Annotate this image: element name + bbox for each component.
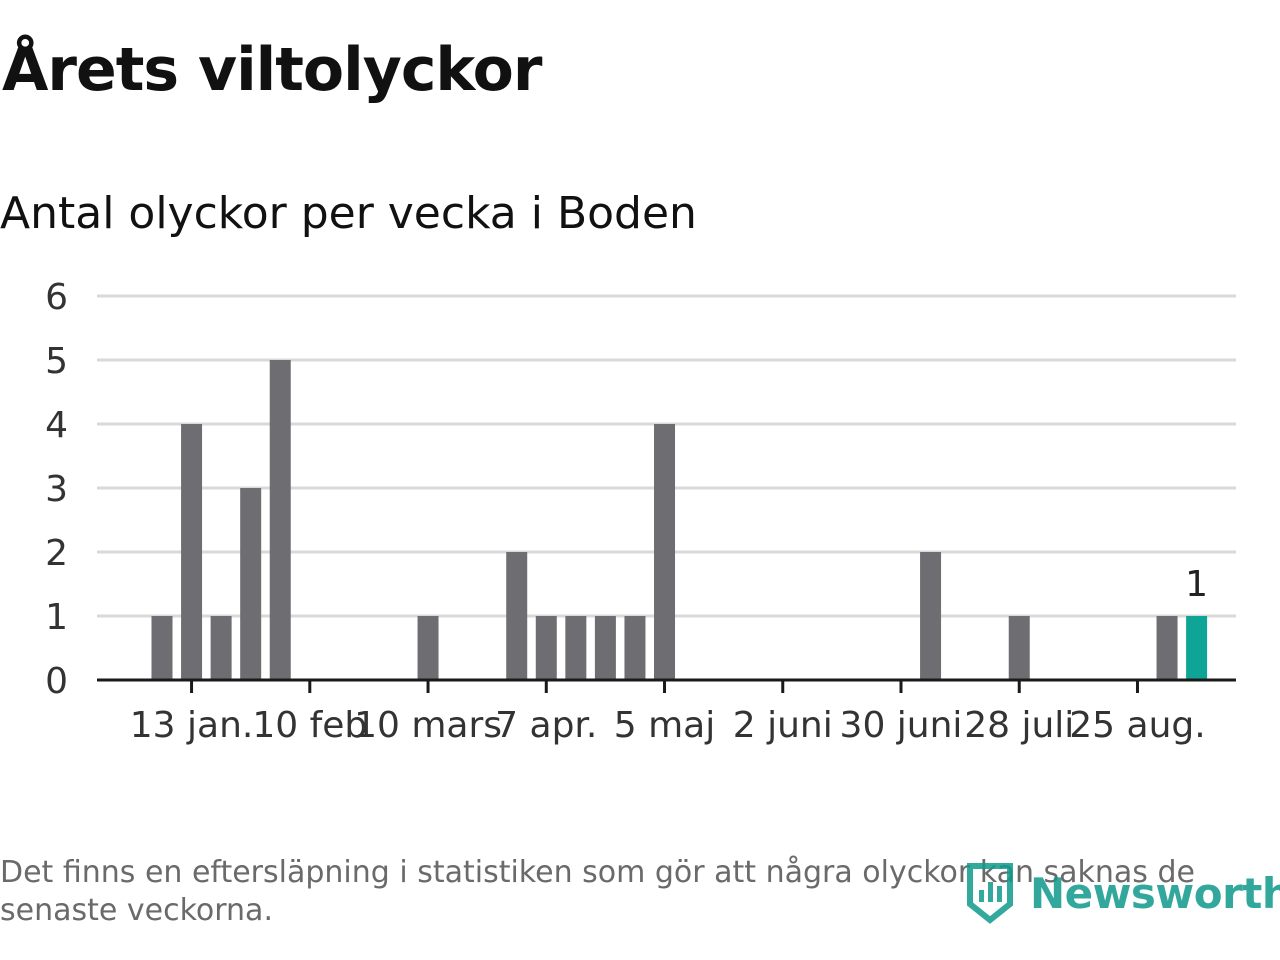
- bar-latest-week: [1186, 616, 1208, 680]
- x-tick-label: 5 maj: [614, 705, 715, 746]
- bar: [151, 616, 173, 680]
- bar: [269, 360, 291, 680]
- y-tick-label: 5: [45, 341, 68, 382]
- x-tick-label: 7 apr.: [495, 705, 597, 746]
- x-tick-label: 10 feb: [252, 705, 367, 746]
- y-tick-label: 1: [45, 597, 68, 638]
- bar: [654, 424, 676, 680]
- newsworthy-logo-icon: [967, 863, 1013, 924]
- bar: [624, 616, 646, 680]
- bar: [1156, 616, 1178, 680]
- bar: [210, 616, 232, 680]
- y-tick-label: 2: [45, 533, 68, 574]
- chart-title: Årets viltolyckor: [2, 35, 542, 105]
- x-tick-label: 2 juni: [733, 705, 833, 746]
- x-tick-label: 25 aug.: [1069, 705, 1205, 746]
- brand-name: Newsworthy: [1030, 868, 1280, 918]
- y-tick-label: 6: [45, 277, 68, 318]
- bar: [417, 616, 439, 680]
- bar: [506, 552, 528, 680]
- bar: [181, 424, 203, 680]
- y-tick-label: 0: [45, 661, 68, 702]
- x-axis: [97, 678, 1236, 693]
- bar: [1008, 616, 1030, 680]
- x-tick-label: 10 mars: [354, 705, 502, 746]
- bars: [151, 360, 1208, 680]
- footnote: Det finns en eftersläpning i statistiken…: [0, 855, 1195, 928]
- bar: [594, 616, 616, 680]
- bar: [535, 616, 557, 680]
- x-tick-label: 30 juni: [840, 705, 963, 746]
- y-tick-label: 4: [45, 405, 68, 446]
- chart-subtitle: Antal olyckor per vecka i Boden: [0, 188, 697, 239]
- annotations: 1: [1185, 564, 1208, 605]
- x-tick-label: 28 juli: [964, 705, 1074, 746]
- bar: [565, 616, 587, 680]
- y-tick-label: 3: [45, 469, 68, 510]
- brand-logo: Newsworthy: [964, 860, 1280, 926]
- x-tick-label: 13 jan.: [130, 705, 254, 746]
- latest-value-label: 1: [1185, 564, 1208, 605]
- bar: [240, 488, 262, 680]
- y-axis-labels: 0 1 2 3 4 5 6: [45, 277, 68, 702]
- bar: [920, 552, 942, 680]
